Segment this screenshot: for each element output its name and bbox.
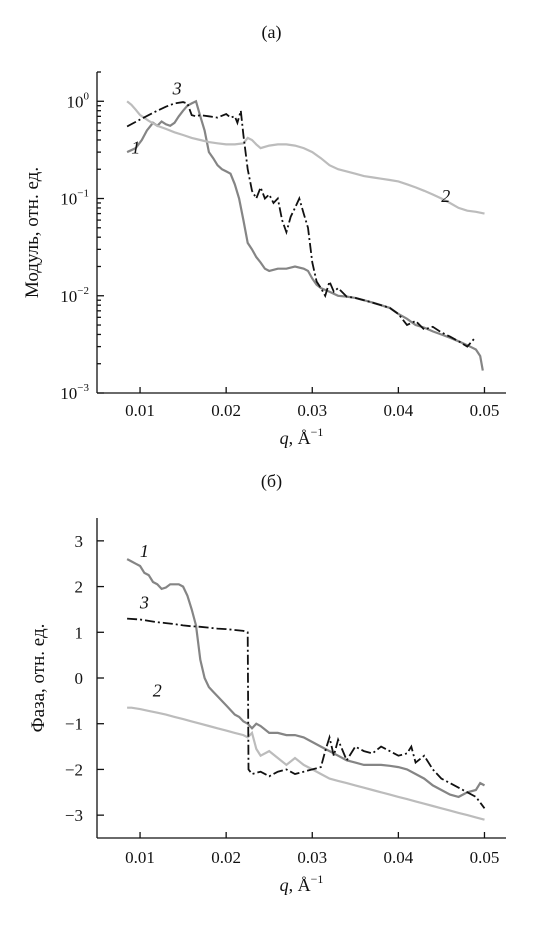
x-tick-label: 0.03 — [297, 848, 327, 867]
y-tick-base: 10 — [60, 190, 77, 209]
series-3-label: 3 — [139, 593, 149, 613]
series-2-line — [127, 706, 485, 821]
x-axis-unit: , Å — [289, 875, 311, 895]
x-tick-label: 0.02 — [211, 401, 241, 420]
y-tick-label: 2 — [75, 578, 84, 597]
x-tick-label: 0.01 — [125, 401, 155, 420]
panel-a: (а)0.01 0.02 0.03 0.04 0.0510010−110−210−3Мо… — [22, 22, 506, 448]
series-2-label: 2 — [153, 680, 162, 700]
series-3-line — [127, 617, 486, 809]
series-2-line — [126, 100, 485, 215]
panel-label: (а) — [262, 22, 282, 43]
x-tick-label: 0.01 — [125, 848, 155, 867]
y-tick-label: 10−3 — [60, 382, 89, 403]
series-2-label: 2 — [441, 186, 450, 206]
y-tick-label: 10−2 — [60, 285, 89, 306]
x-axis-unit-exponent: −1 — [311, 425, 324, 439]
y-tick-base: 10 — [67, 92, 84, 111]
y-tick-label: −3 — [65, 806, 83, 825]
panel-b: (б) 0.01 0.02 0.03 0.04 0.05 3 2 1 0 −1 −2 −3 Фаза, о… — [28, 471, 506, 895]
y-tick-label: −1 — [65, 715, 83, 734]
x-tick-label: 0.04 — [383, 848, 413, 867]
x-tick-label: 0.03 — [297, 401, 327, 420]
x-tick-label: 0.02 — [211, 848, 241, 867]
series-1-label: 1 — [140, 541, 149, 561]
y-tick-exponent: −3 — [77, 382, 89, 394]
y-tick-base: 10 — [60, 384, 77, 403]
series-3-label: 3 — [172, 78, 182, 98]
y-tick-label: 10−1 — [60, 188, 89, 209]
x-tick-label: 0.04 — [383, 401, 413, 420]
x-tick-label: 0.05 — [470, 848, 500, 867]
x-axis-label: q, Å−1 — [280, 425, 324, 448]
y-axis-label: Модуль, отн. ед. — [22, 167, 43, 298]
y-axis-label: Фаза, отн. ед. — [28, 624, 49, 733]
y-tick-base: 10 — [60, 287, 77, 306]
x-axis-unit-exponent: −1 — [311, 872, 324, 886]
x-axis-label: q, Å−1 — [280, 872, 324, 895]
y-tick-label: 3 — [75, 532, 84, 551]
y-tick-label: 100 — [67, 90, 90, 111]
series-1-label: 1 — [131, 138, 140, 158]
x-axis-unit: , Å — [289, 428, 311, 448]
y-tick-label: 0 — [75, 669, 84, 688]
y-tick-exponent: −2 — [77, 285, 89, 297]
y-tick-exponent: 0 — [84, 90, 90, 102]
x-axis-variable: q — [280, 875, 289, 895]
series-1-line — [126, 558, 486, 799]
x-axis-variable: q — [280, 428, 289, 448]
x-tick-label: 0.05 — [470, 401, 500, 420]
y-tick-label: 1 — [75, 623, 84, 642]
panel-label: (б) — [261, 471, 282, 492]
series-3-line — [126, 101, 475, 348]
y-tick-exponent: −1 — [77, 188, 89, 200]
y-tick-label: −2 — [65, 760, 83, 779]
series-1-line — [126, 99, 484, 371]
